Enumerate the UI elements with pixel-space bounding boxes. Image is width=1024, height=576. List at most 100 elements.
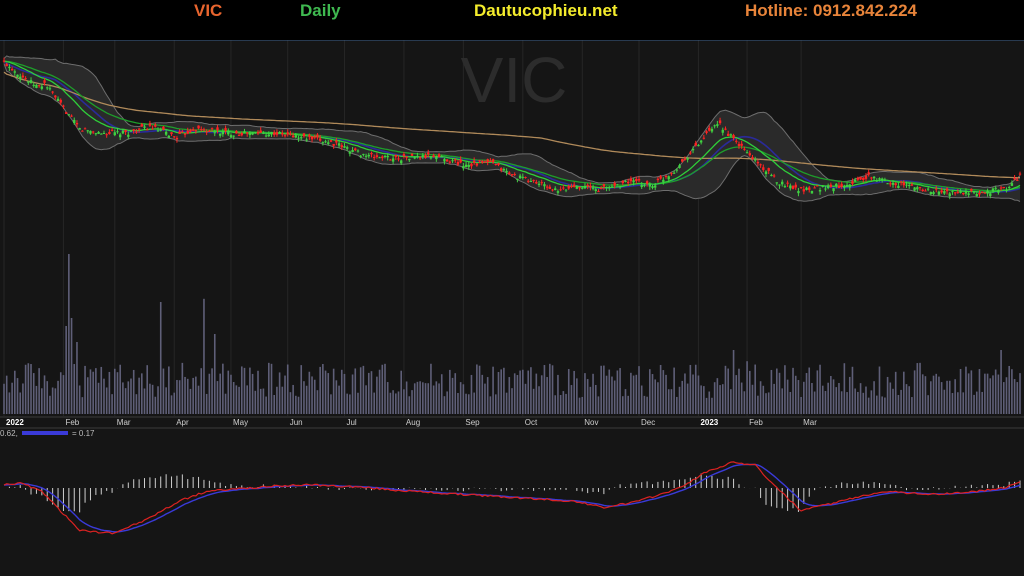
candle-body	[243, 131, 246, 133]
volume-bar	[581, 396, 584, 414]
candle-body	[173, 136, 176, 138]
volume-bar	[997, 374, 1000, 414]
candle-body	[556, 191, 560, 193]
candle-body	[994, 187, 997, 189]
volume-bar	[613, 380, 616, 414]
volume-bar	[281, 386, 284, 414]
candle-body	[983, 192, 987, 194]
candle-body	[148, 123, 152, 126]
candle	[872, 175, 876, 181]
candle-body	[46, 87, 49, 89]
candle-body	[816, 185, 819, 187]
candle-body	[778, 184, 781, 186]
volume-bar	[459, 382, 462, 414]
volume-bar	[767, 392, 770, 414]
volume-bar	[524, 383, 527, 414]
candle	[170, 132, 173, 136]
candle-body	[121, 130, 125, 134]
candle-body	[821, 185, 824, 187]
volume-bar	[862, 392, 865, 414]
candle	[162, 125, 165, 131]
period-label[interactable]: Daily	[300, 1, 341, 20]
volume-bar	[681, 380, 684, 414]
candle	[213, 130, 216, 137]
site-label[interactable]: Dautucophieu.net	[474, 1, 618, 20]
candle-body	[832, 188, 835, 192]
candle-body	[81, 130, 84, 132]
volume-bar	[113, 368, 116, 414]
candle	[372, 154, 376, 161]
candle-body	[829, 184, 833, 187]
candle	[513, 172, 516, 177]
candle	[316, 133, 319, 140]
volume-bar	[124, 388, 127, 414]
volume-bar	[840, 391, 843, 414]
candle	[497, 162, 500, 167]
candle	[970, 188, 973, 193]
candle-body	[621, 180, 624, 184]
candle	[964, 188, 968, 197]
candle-body	[213, 132, 216, 134]
candle-body	[735, 140, 738, 142]
volume-bar	[843, 363, 846, 414]
candle-body	[351, 149, 354, 152]
candle	[113, 129, 116, 137]
volume-bar	[22, 383, 24, 414]
candle-body	[110, 129, 114, 131]
volume-bar	[446, 391, 448, 414]
volume-bar	[105, 387, 108, 414]
candle	[167, 134, 171, 138]
candle	[870, 176, 873, 181]
volume-bar	[932, 375, 935, 414]
candle-body	[313, 136, 316, 138]
candle	[494, 163, 497, 166]
volume-bar	[667, 389, 670, 414]
candle-body	[100, 133, 103, 135]
candle	[656, 177, 660, 183]
candle-body	[459, 159, 462, 163]
candle	[83, 127, 87, 130]
candle	[237, 132, 241, 137]
stock-chart[interactable]: VIC 2022 Feb Mar Apr May Jun Jul Aug Sep Oct Nov De…	[0, 40, 1024, 576]
candle-body	[10, 68, 14, 71]
candle-body	[472, 160, 476, 163]
candle-body	[840, 183, 843, 187]
volume-bar	[797, 380, 800, 414]
candle-body	[943, 191, 946, 194]
chart-grid	[0, 40, 1024, 429]
volume-bar	[465, 393, 467, 414]
volume-bar	[11, 382, 13, 414]
candle-body	[391, 158, 395, 162]
candle	[921, 188, 924, 192]
volume-bar	[519, 370, 521, 414]
candle	[862, 177, 865, 183]
candle	[251, 131, 254, 136]
volume-bar	[848, 376, 851, 414]
volume-bar	[584, 373, 586, 414]
volume-bar	[449, 369, 451, 414]
volume-bar	[559, 394, 562, 414]
volume-bar	[254, 390, 257, 414]
candle-body	[899, 181, 903, 183]
candle	[375, 152, 379, 159]
volume-bar	[70, 318, 73, 414]
candle-body	[594, 189, 597, 192]
volume-bar	[68, 254, 70, 414]
candle	[197, 125, 200, 130]
volume-bar	[367, 372, 370, 414]
candle	[764, 170, 768, 178]
candle	[821, 185, 824, 188]
candle	[781, 179, 784, 187]
candle	[227, 128, 230, 136]
candle	[102, 130, 106, 135]
volume-bar	[359, 367, 362, 414]
candle-body	[1010, 183, 1014, 186]
candle-body	[732, 135, 735, 139]
volume-bar	[530, 367, 532, 414]
volume-bar	[605, 375, 608, 414]
candle	[759, 163, 762, 168]
volume-bar	[478, 365, 481, 414]
volume-bar	[205, 393, 208, 414]
volume-bar	[378, 369, 381, 414]
candle-body	[156, 130, 160, 132]
